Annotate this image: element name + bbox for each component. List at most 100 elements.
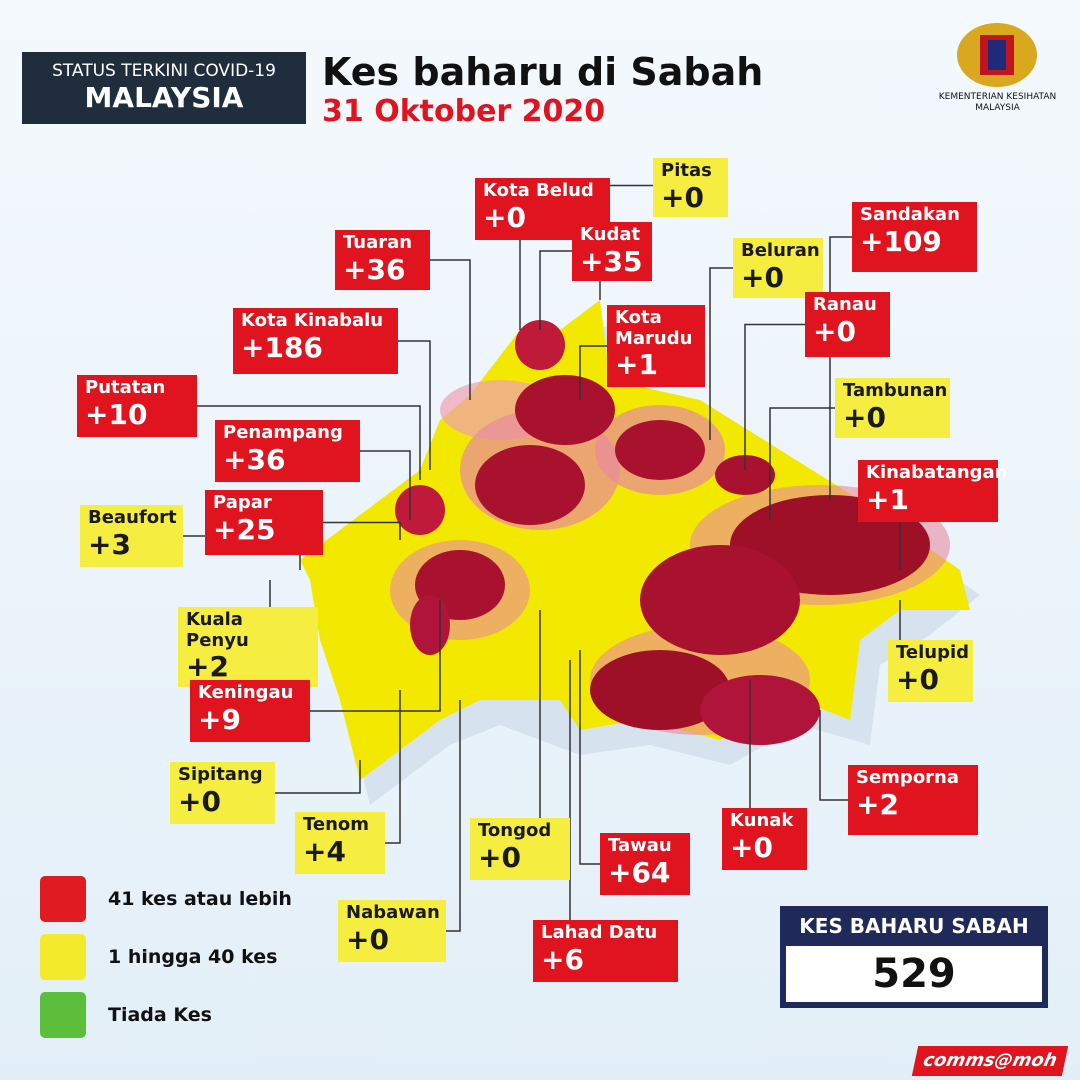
- district-name: Kota Kinabalu: [241, 310, 384, 331]
- district-name: Telupid: [896, 642, 970, 663]
- footer-tag: comms@moh: [911, 1046, 1069, 1076]
- district-name: Papar: [213, 492, 272, 513]
- district-label: Tawau +64: [600, 833, 690, 895]
- district-name: Kota Marudu: [615, 307, 693, 349]
- status-badge: STATUS TERKINI COVID-19 MALAYSIA: [22, 52, 306, 124]
- district-name: Tongod: [478, 820, 552, 841]
- district-label: Kuala Penyu +2: [178, 607, 318, 687]
- district-name: Tambunan: [843, 380, 948, 401]
- district-name: Sipitang: [178, 764, 263, 785]
- district-name: Keningau: [198, 682, 294, 703]
- district-label: Tongod +0: [470, 818, 570, 880]
- district-label: Sipitang +0: [170, 762, 275, 824]
- leader-line: [385, 690, 401, 844]
- district-label: Beluran +0: [733, 238, 823, 298]
- district-name: Kinabatangan: [866, 462, 1008, 483]
- district-cases: +0: [483, 200, 526, 234]
- district-cases: +2: [186, 650, 229, 684]
- legend-label: 41 kes atau lebih: [108, 888, 292, 910]
- district-cases: +0: [661, 180, 704, 214]
- district-label: Kota Belud +0: [475, 178, 610, 240]
- district-cases: +0: [346, 922, 389, 956]
- district-cases: +9: [198, 702, 241, 736]
- district-name: Tuaran: [343, 232, 413, 253]
- leader-line: [323, 521, 401, 540]
- district-label: Kinabatangan +1: [858, 460, 1008, 522]
- leader-line: [430, 259, 471, 400]
- emblem: [957, 23, 1037, 87]
- district-name: Beaufort: [88, 507, 177, 528]
- district-cases: +2: [856, 787, 899, 821]
- legend-swatch: [40, 934, 86, 980]
- district-label: Papar +25: [205, 490, 323, 555]
- legend-label: 1 hingga 40 kes: [108, 946, 278, 968]
- district-label: Kota Marudu +1: [607, 305, 705, 387]
- district-name: Kuala Penyu: [186, 609, 249, 651]
- district-label: Kota Kinabalu +186: [233, 308, 398, 374]
- district-cases: +4: [303, 834, 346, 868]
- district-label: Putatan +10: [77, 375, 197, 437]
- district-name: Tenom: [303, 814, 370, 835]
- ministry: KEMENTERIAN KESIHATAN MALAYSIA: [920, 92, 1075, 114]
- legend-item: 1 hingga 40 kes: [40, 934, 400, 982]
- district-cases: +0: [730, 830, 773, 864]
- legend-swatch: [40, 992, 86, 1038]
- district-label: Tenom +4: [295, 812, 385, 874]
- district-label: Kudat +35: [572, 222, 652, 281]
- leader-line: [275, 760, 361, 794]
- district-label: Nabawan +0: [338, 900, 446, 962]
- leader-line: [446, 700, 461, 932]
- district-label: Kunak +0: [722, 808, 807, 870]
- district-cases: +109: [860, 224, 942, 258]
- district-name: Tawau: [608, 835, 672, 856]
- legend-item: 41 kes atau lebih: [40, 876, 400, 924]
- district-cases: +0: [178, 784, 221, 818]
- legend-label: Tiada Kes: [108, 1004, 212, 1026]
- badge-bottom: MALAYSIA: [84, 81, 244, 114]
- district-label: Tambunan +0: [835, 378, 950, 438]
- district-cases: +10: [85, 397, 148, 431]
- date: 31 Oktober 2020: [322, 94, 606, 129]
- title: Kes baharu di Sabah: [322, 50, 764, 94]
- legend-swatch: [40, 876, 86, 922]
- district-cases: +6: [541, 942, 584, 976]
- district-label: Telupid +0: [888, 640, 973, 702]
- district-label: Semporna +2: [848, 765, 978, 835]
- badge-top: STATUS TERKINI COVID-19: [52, 61, 276, 81]
- district-name: Kota Belud: [483, 180, 594, 201]
- district-label: Beaufort +3: [80, 505, 183, 567]
- district-name: Sandakan: [860, 204, 960, 225]
- district-label: Keningau +9: [190, 680, 310, 742]
- district-label: Ranau +0: [805, 292, 890, 357]
- leader-line: [197, 405, 421, 480]
- leader-line: [398, 340, 431, 470]
- district-label: Pitas +0: [653, 158, 728, 217]
- district-cases: +3: [88, 527, 131, 561]
- district-cases: +1: [615, 348, 658, 382]
- leader-line: [310, 600, 441, 712]
- district-cases: +186: [241, 330, 323, 364]
- district-name: Semporna: [856, 767, 960, 788]
- total-box: KES BAHARU SABAH 529: [780, 906, 1048, 1008]
- leader-line: [360, 450, 411, 520]
- district-name: Putatan: [85, 377, 166, 398]
- district-cases: +0: [813, 314, 856, 348]
- district-label: Sandakan +109: [852, 202, 977, 272]
- district-cases: +36: [223, 442, 286, 476]
- district-cases: +64: [608, 855, 671, 889]
- district-name: Pitas: [661, 160, 712, 181]
- ministry-line: MALAYSIA: [975, 103, 1020, 113]
- district-cases: +1: [866, 482, 909, 516]
- district-name: Penampang: [223, 422, 343, 443]
- district-cases: +0: [478, 840, 521, 874]
- district-label: Penampang +36: [215, 420, 360, 482]
- total-value: 529: [786, 946, 1042, 1002]
- district-cases: +35: [580, 244, 643, 278]
- district-label: Tuaran +36: [335, 230, 430, 290]
- ministry-line: KEMENTERIAN KESIHATAN: [938, 92, 1057, 102]
- district-name: Ranau: [813, 294, 877, 315]
- district-cases: +0: [843, 400, 886, 434]
- district-cases: +36: [343, 252, 406, 286]
- district-cases: +0: [896, 662, 939, 696]
